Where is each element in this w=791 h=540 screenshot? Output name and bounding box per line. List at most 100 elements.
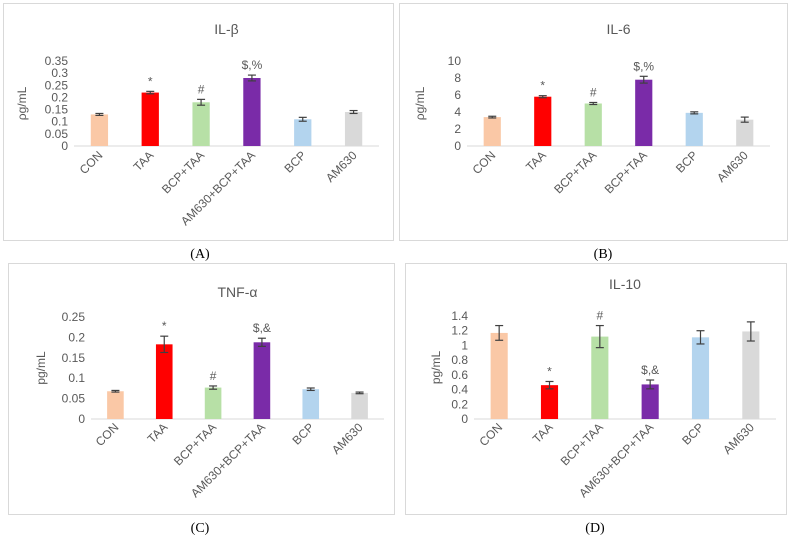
- x-tick-label: AM630: [323, 148, 360, 185]
- y-tick-label: 4: [454, 105, 461, 119]
- x-tick-label: AM630: [720, 420, 757, 457]
- y-tick-label: 0.1: [68, 371, 85, 385]
- y-tick-label: 0.05: [45, 127, 69, 141]
- y-tick-label: 0.3: [51, 66, 68, 80]
- chart-panel-a: IL-β ρg/mL 0 0.05 0.1 0.15 0.2 0.25 0.3 0.35 CON * T…: [3, 3, 394, 241]
- significance-label: $,%: [242, 58, 263, 72]
- x-tick-label: TAA: [145, 420, 171, 446]
- x-tick-label: BCP+TAA: [558, 420, 606, 468]
- y-tick-label: 10: [448, 54, 462, 68]
- x-tick-label: AM630: [329, 420, 366, 457]
- bar: [192, 102, 210, 146]
- chart-svg-c: TNF-α pg/mL 0 0.05 0.1 0.15 0.2 0.25 CON * TAA # BCP…: [34, 284, 384, 500]
- bar: [742, 331, 760, 419]
- x-tick-label: CON: [77, 148, 106, 177]
- y-tick-label: 0.8: [451, 353, 468, 367]
- panel-label-a: (A): [190, 247, 210, 262]
- bar: [483, 117, 501, 146]
- bar: [204, 387, 222, 419]
- y-tick-label: 0.2: [451, 397, 468, 411]
- y-tick-label: 0.35: [45, 54, 69, 68]
- bar: [243, 78, 261, 146]
- chart-svg-b: IL-6 ρg/mL 0 2 4 6 8 10 CON * TAA # BCP+TAA $,% BCP+TA…: [413, 21, 770, 196]
- bar: [591, 336, 609, 419]
- bar: [641, 384, 659, 419]
- bar: [540, 385, 559, 419]
- x-tick-label: BCP+TAA: [171, 420, 219, 468]
- significance-label: *: [547, 364, 552, 378]
- chart-panel-d: IL-10 pg/mL 0 0.2 0.4 0.6 0.8 1 1.2 1.4 CON * TAA # BC…: [405, 263, 787, 515]
- bar: [635, 79, 653, 146]
- significance-label: *: [540, 79, 545, 93]
- x-tick-label: CON: [93, 420, 122, 449]
- panel-label-b: (B): [593, 247, 613, 262]
- y-axis-label: pg/mL: [34, 351, 48, 385]
- x-tick-label: TAA: [530, 420, 556, 446]
- significance-label: $,&: [641, 363, 659, 377]
- x-tick-label: BCP: [282, 148, 309, 175]
- x-tick-label: TAA: [523, 148, 549, 174]
- panel-label-d: (D): [585, 521, 605, 536]
- y-tick-label: 0.15: [45, 103, 69, 117]
- y-axis-label: ρg/mL: [15, 86, 29, 120]
- bar: [736, 119, 754, 146]
- y-tick-label: 0: [61, 139, 68, 153]
- y-tick-label: 1.2: [451, 324, 468, 338]
- bar: [490, 332, 508, 419]
- y-tick-label: 0.2: [68, 330, 85, 344]
- y-tick-label: 1.4: [451, 309, 468, 323]
- bar: [534, 96, 552, 146]
- chart-title: TNF-α: [218, 284, 258, 300]
- y-axis-label: pg/mL: [429, 351, 443, 385]
- bar: [584, 103, 602, 146]
- y-axis-label: ρg/mL: [413, 86, 427, 120]
- significance-label: *: [148, 74, 153, 88]
- y-tick-label: 0.25: [45, 78, 69, 92]
- x-tick-label: TAA: [131, 148, 157, 174]
- bar: [344, 112, 363, 146]
- y-tick-label: 0.15: [62, 351, 86, 365]
- bar: [351, 392, 368, 419]
- y-tick-label: 0.25: [62, 310, 86, 324]
- x-tick-label: AM630: [714, 148, 751, 185]
- y-tick-label: 0.1: [51, 115, 68, 129]
- bar: [685, 112, 703, 146]
- x-tick-label: BCP+TAA: [551, 148, 599, 196]
- significance-label: #: [590, 85, 597, 99]
- chart-title: IL-10: [609, 276, 641, 292]
- y-tick-label: 0.6: [451, 368, 468, 382]
- bar: [691, 337, 710, 419]
- y-tick-label: 1: [461, 338, 468, 352]
- y-tick-label: 0.2: [51, 90, 68, 104]
- y-tick-label: 0: [454, 139, 461, 153]
- bar: [302, 389, 320, 419]
- x-tick-label: CON: [470, 148, 499, 177]
- significance-label: $,%: [633, 59, 654, 73]
- x-tick-label: BCP+TAA: [159, 148, 207, 196]
- y-tick-label: 6: [454, 88, 461, 102]
- y-tick-label: 2: [454, 122, 461, 136]
- y-tick-label: 0.4: [451, 383, 468, 397]
- x-tick-label: BCP: [673, 148, 700, 175]
- chart-svg-a: IL-β ρg/mL 00.050.10.150.20.250.30.35 CON * T…: [15, 21, 379, 228]
- x-tick-label: BCP: [679, 420, 706, 447]
- x-tick-label: BCP: [290, 420, 317, 447]
- chart-title: IL-6: [606, 21, 630, 37]
- bar: [141, 92, 159, 146]
- significance-label: #: [210, 369, 217, 383]
- chart-panel-b: IL-6 ρg/mL 0 2 4 6 8 10 CON * TAA # BCP+TAA $,% BCP+TA…: [399, 3, 788, 241]
- y-tick-label: 8: [454, 71, 461, 85]
- bar: [155, 344, 173, 419]
- chart-title: IL-β: [214, 21, 238, 37]
- significance-label: *: [162, 319, 167, 333]
- bar: [253, 342, 271, 419]
- x-tick-label: BCP+TAA: [602, 148, 650, 196]
- significance-label: $,&: [253, 321, 271, 335]
- chart-panel-c: TNF-α pg/mL 0 0.05 0.1 0.15 0.2 0.25 CON * TAA # BCP…: [8, 263, 395, 515]
- significance-label: #: [198, 82, 205, 96]
- bar: [90, 114, 109, 146]
- significance-label: #: [596, 309, 603, 323]
- x-tick-label: CON: [477, 420, 506, 449]
- panel-label-c: (C): [190, 521, 210, 536]
- y-tick-label: 0: [461, 412, 468, 426]
